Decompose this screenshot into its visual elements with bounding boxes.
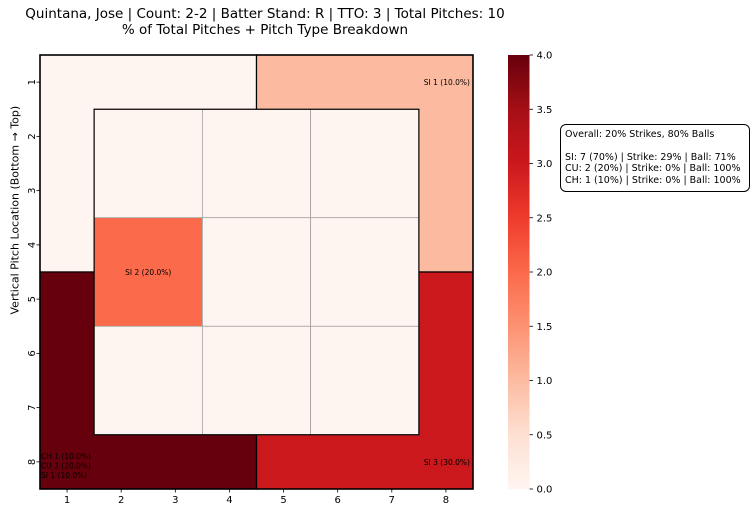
colorbar-tick-label: 3.5 — [537, 105, 553, 116]
colorbar-tick-label: 4.0 — [537, 51, 553, 62]
colorbar-tick-label: 1.0 — [537, 376, 553, 387]
colorbar-gradient — [508, 55, 530, 489]
zone-label-top-right: SI 1 (10.0%) — [424, 78, 470, 87]
summary-line-si: SI: 7 (70%) | Strike: 29% | Ball: 71% — [565, 151, 736, 163]
colorbar-tick-label: 0.5 — [537, 430, 553, 441]
x-tick-label: 2 — [118, 495, 124, 506]
y-tick-label: 2 — [27, 133, 38, 139]
strike-zone-cell — [93, 217, 203, 327]
x-tick-label: 8 — [443, 495, 449, 506]
strike-zone-cell — [202, 325, 311, 436]
plot-frame — [39, 54, 474, 490]
x-tick-label: 6 — [335, 495, 341, 506]
strike-zone-cell — [202, 108, 311, 219]
y-tick-label: 1 — [27, 79, 38, 85]
chart-title: Quintana, Jose | Count: 2-2 | Batter Sta… — [25, 6, 505, 22]
summary-overall: Overall: 20% Strikes, 80% Balls — [565, 129, 715, 140]
zone-label-bottom-left: CU 2 (20.0%) — [41, 461, 91, 470]
summary-line-cu: CU: 2 (20%) | Strike: 0% | Ball: 100% — [565, 163, 741, 174]
summary-gap — [565, 141, 745, 152]
strike-zone-cell — [310, 325, 420, 436]
colorbar-tick-label: 3.0 — [537, 159, 553, 170]
strike-zone-label: SI 2 (20.0%) — [125, 268, 171, 277]
y-tick-label: 6 — [27, 350, 38, 356]
colorbar-tick-label: 1.5 — [537, 322, 553, 333]
strike-zone-cell — [310, 108, 420, 219]
colorbar-tick-label: 0.0 — [537, 485, 553, 496]
x-tick-label: 5 — [280, 495, 286, 506]
x-tick-label: 1 — [64, 495, 70, 506]
x-tick-label: 7 — [389, 495, 395, 506]
y-tick-label: 7 — [27, 404, 38, 410]
strike-zone-cell — [93, 325, 203, 436]
y-tick-label: 3 — [27, 187, 38, 193]
colorbar-tick-label: 2.5 — [537, 213, 553, 224]
y-tick-label: 4 — [27, 242, 38, 248]
summary-line-ch: CH: 1 (10%) | Strike: 0% | Ball: 100% — [565, 174, 741, 186]
x-tick-label: 3 — [172, 495, 178, 506]
x-tick-label: 4 — [226, 495, 232, 506]
strike-zone-cell — [93, 108, 203, 219]
zone-label-bottom-right: SI 3 (30.0%) — [424, 458, 470, 467]
summary-box: Overall: 20% Strikes, 80% Balls SI: 7 (7… — [560, 124, 750, 192]
y-tick-label: 8 — [27, 459, 38, 465]
zone-label-bottom-left: SI 1 (10.0%) — [41, 471, 87, 480]
strike-zone-cell — [202, 217, 311, 327]
colorbar-tick-label: 2.0 — [537, 268, 553, 279]
y-tick-label: 5 — [27, 296, 38, 302]
strike-zone-cell — [310, 217, 420, 327]
chart-subtitle: % of Total Pitches + Pitch Type Breakdow… — [121, 22, 409, 38]
zone-label-bottom-left: CH 1 (10.0%) — [41, 452, 91, 461]
strike-zone-border — [93, 108, 420, 436]
